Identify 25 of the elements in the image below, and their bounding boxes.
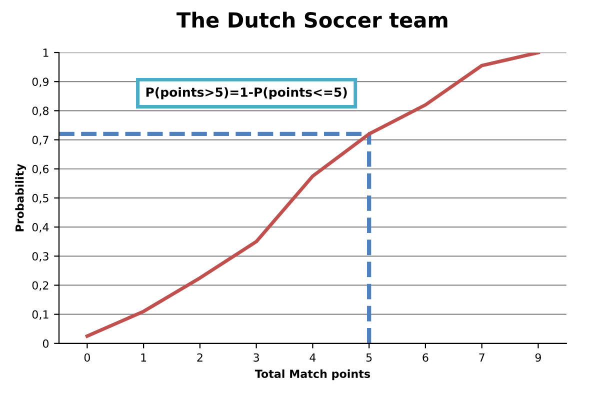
x-axis-title: Total Match points — [254, 369, 370, 380]
y-tick-label: 0 — [42, 339, 49, 348]
y-axis-title: Probability — [15, 164, 26, 232]
y-tick-label: 0,7 — [32, 136, 48, 146]
line-series — [85, 52, 540, 338]
y-tick-label: 0,5 — [32, 194, 48, 204]
y-tick-label: 0,9 — [32, 78, 48, 88]
chart-title: The Dutch Soccer team — [176, 12, 448, 28]
x-tick-label: 1 — [141, 353, 146, 362]
y-tick-label: 0,4 — [32, 223, 49, 233]
x-tick-label: 2 — [197, 353, 202, 362]
x-tick-label: 5 — [366, 353, 372, 362]
x-tick-label: 3 — [254, 353, 259, 362]
x-tick-label: 7 — [479, 353, 484, 362]
y-tick-label: 0,1 — [32, 310, 48, 320]
x-tick-label: 9 — [535, 353, 541, 362]
y-tick-label: 1 — [43, 48, 48, 57]
x-tick-label: 0 — [84, 353, 90, 362]
y-tick-label: 0,2 — [32, 281, 48, 291]
x-tick-label: 4 — [310, 353, 316, 362]
annotation: P(points>5)=1-P(points<=5) — [146, 87, 347, 100]
y-tick-label: 0,6 — [32, 164, 49, 174]
y-tick-label: 0,3 — [32, 252, 48, 262]
x-tick-label: 6 — [422, 353, 428, 362]
y-tick-label: 0,8 — [32, 106, 49, 116]
